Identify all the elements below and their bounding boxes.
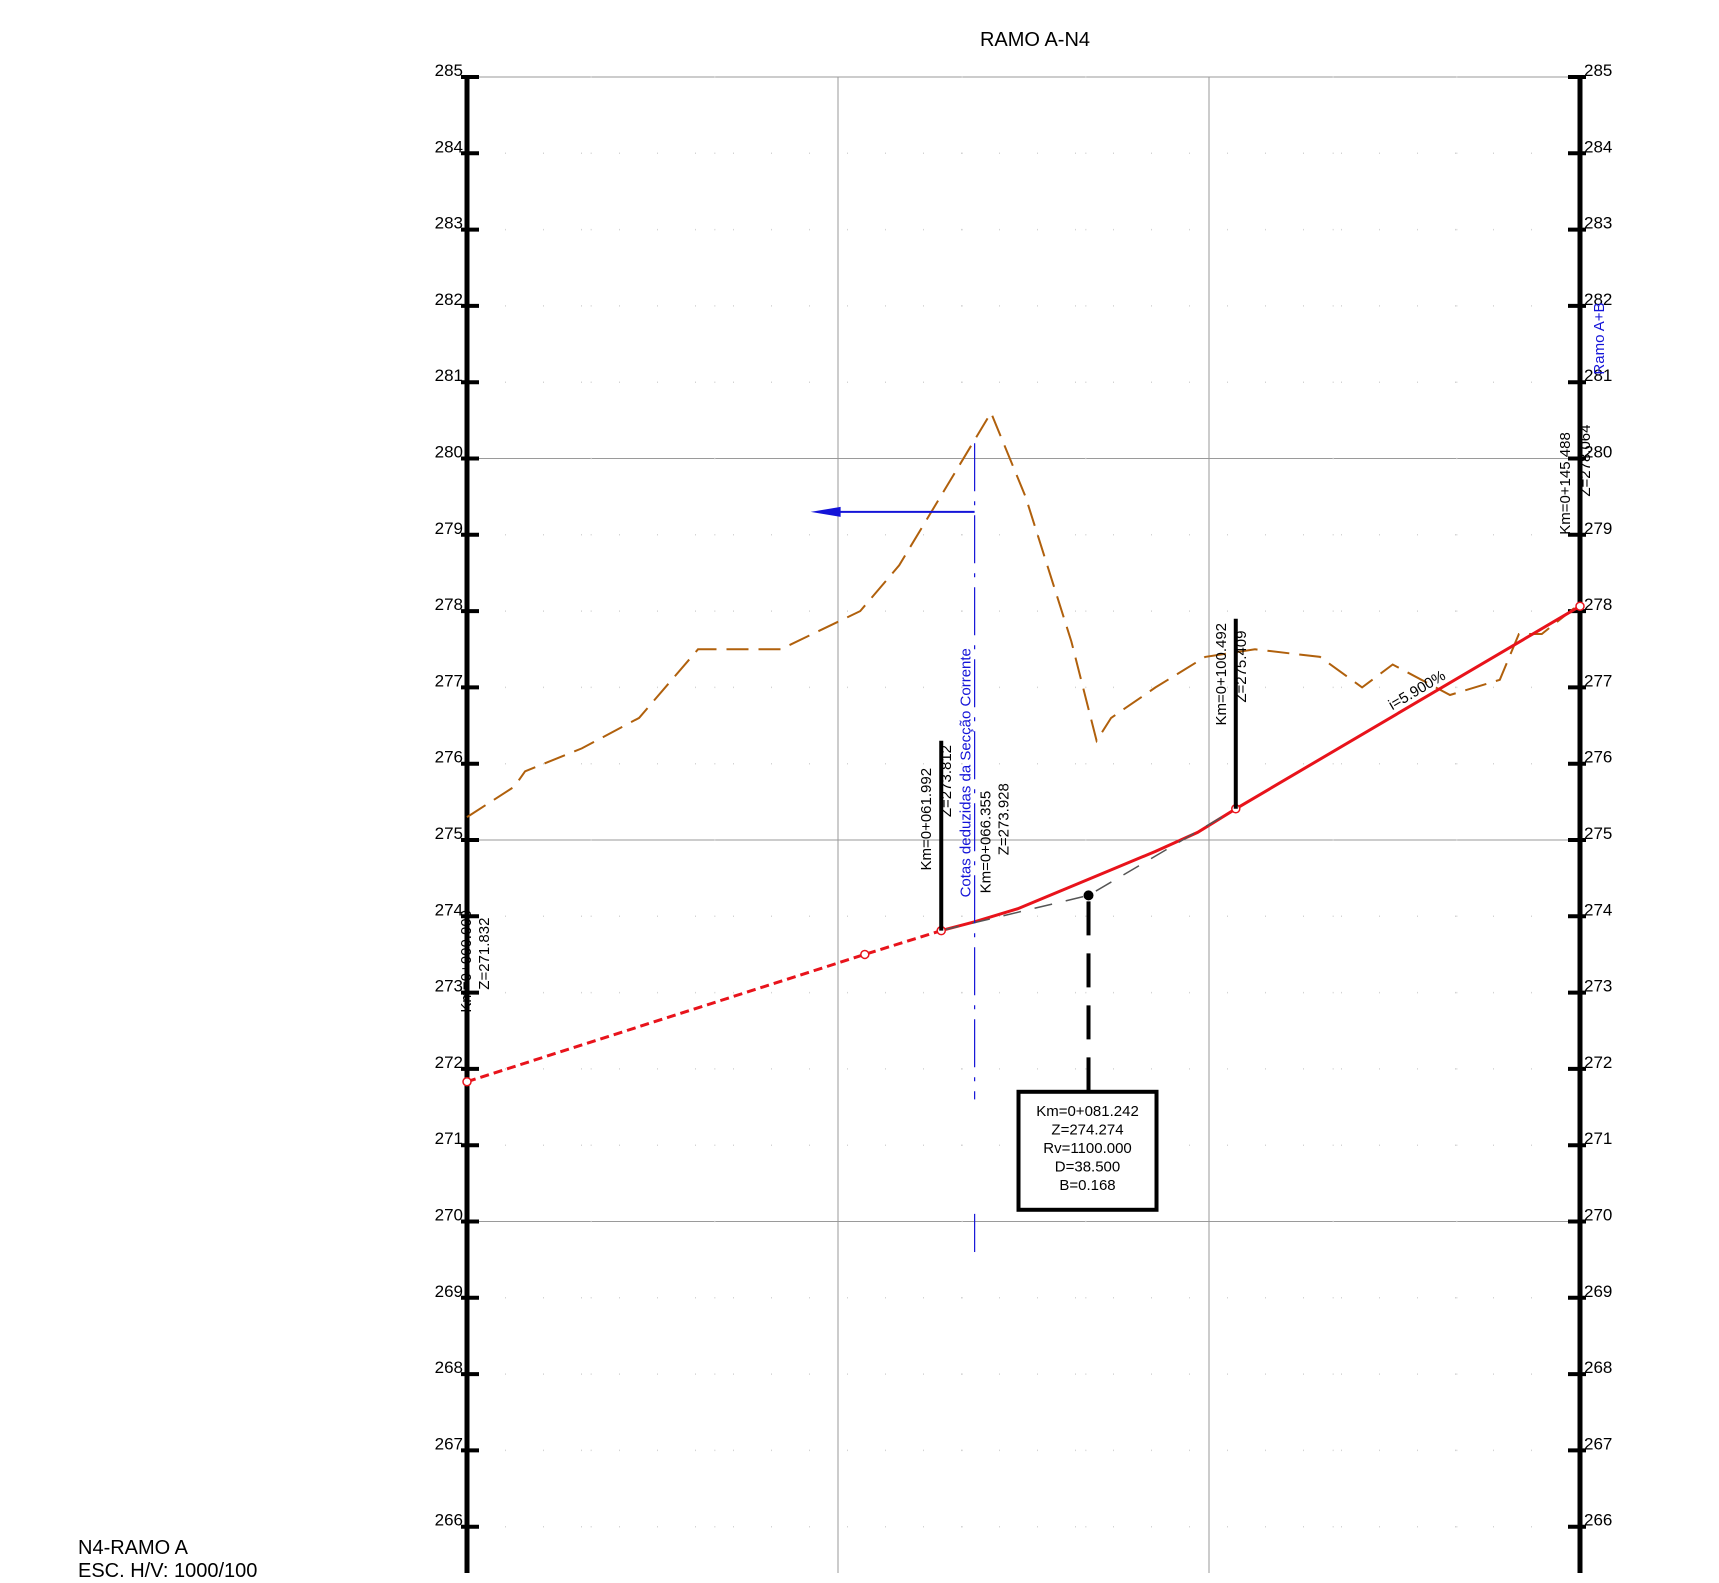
left-tick-label: 276 [435, 748, 463, 767]
left-tick-label: 270 [435, 1206, 463, 1225]
annotations: Km=0+000.000 Z=271.832 Km=0+061.992 Z=273.8… [458, 302, 1608, 1253]
vertex-z-label: Z=278.064 [1577, 424, 1594, 496]
left-tick-label: 273 [435, 977, 463, 996]
left-tick-label: 271 [435, 1129, 463, 1148]
elevation-axes: 285 285 284 284 283 283 282 282 281 281 280 280 279 2… [435, 61, 1612, 1573]
right-tick-label: 283 [1584, 214, 1612, 233]
left-tick-label: 284 [435, 137, 463, 156]
chart-title: RAMO A-N4 [980, 29, 1090, 51]
right-tick-label: 267 [1584, 1434, 1612, 1453]
vertex-km-label: Km=0+000.000 [458, 910, 475, 1013]
vertex-z-label: Z=273.812 [938, 745, 955, 817]
minor-grid-dots [505, 76, 1570, 1528]
profile-name: N4-RAMO A [78, 1537, 189, 1559]
grid-dots [505, 76, 1570, 1528]
pvi-box [1016, 1089, 1159, 1212]
left-tick-label: 274 [435, 900, 463, 919]
left-tick-label: 278 [435, 595, 463, 614]
right-tick-label: 268 [1584, 1358, 1612, 1377]
section-km-label: Km=0+066.355 [978, 791, 995, 894]
grid [467, 76, 1580, 1573]
pvi-box-line: D=38.500 [1055, 1158, 1120, 1175]
left-tick-label: 281 [435, 366, 463, 385]
right-tick-label: 269 [1584, 1282, 1612, 1301]
left-tick-label: 279 [435, 519, 463, 538]
grade-line [940, 604, 1581, 933]
section-arrow-head [810, 506, 841, 517]
right-tick-label: 276 [1584, 748, 1612, 767]
vertex-km-label: Km=0+100.492 [1213, 623, 1230, 726]
profile-scale: ESC. H/V: 1000/100 [78, 1560, 258, 1582]
pvi-box-line: Km=0+081.242 [1036, 1103, 1139, 1120]
vertex-z-label: Z=271.832 [476, 918, 493, 990]
vertex-z-label: Z=275.409 [1233, 631, 1250, 703]
left-tick-label: 275 [435, 824, 463, 843]
grade-vertex-marker [462, 1076, 472, 1087]
pvi-marker [1083, 890, 1094, 901]
right-tick-label: 285 [1584, 61, 1612, 80]
grade-dashed-line [466, 929, 942, 1084]
right-tick-label: 277 [1584, 671, 1612, 690]
left-tick-label: 267 [435, 1434, 463, 1453]
right-tick-label: 281 [1584, 366, 1612, 385]
section-caption: Cotas deduzidas da Secção Corrente [958, 648, 975, 897]
left-tick-label: 268 [435, 1358, 463, 1377]
series-lines [462, 410, 1585, 1087]
right-tick-label: 266 [1584, 1511, 1612, 1530]
left-tick-label: 282 [435, 290, 463, 309]
right-tick-label: 282 [1584, 290, 1612, 309]
right-tick-label: 278 [1584, 595, 1612, 614]
terrain-line [466, 410, 1581, 818]
right-tick-label: 275 [1584, 824, 1612, 843]
section-z-label: Z=273.928 [996, 783, 1013, 855]
right-tick-label: 271 [1584, 1129, 1612, 1148]
left-tick-label: 269 [435, 1282, 463, 1301]
left-tick-label: 280 [435, 443, 463, 462]
grade-vertex-marker [1575, 601, 1585, 611]
right-tick-label: 273 [1584, 977, 1612, 996]
pvi-box-line: Rv=1100.000 [1043, 1140, 1132, 1157]
ramp-label: Ramo A+B [1591, 302, 1608, 374]
grade-vertex-marker [860, 949, 870, 960]
right-tick-label: 280 [1584, 443, 1612, 462]
tangent-line [941, 808, 1237, 932]
left-tick-label: 266 [435, 1511, 463, 1530]
left-tick-label: 272 [435, 1053, 463, 1072]
right-tick-label: 272 [1584, 1053, 1612, 1072]
pvi-box-line: B=0.168 [1059, 1177, 1115, 1194]
right-tick-label: 270 [1584, 1206, 1612, 1225]
vertex-km-label: Km=0+145.488 [1557, 432, 1574, 535]
right-tick-label: 284 [1584, 137, 1612, 156]
left-tick-label: 283 [435, 214, 463, 233]
right-tick-label: 279 [1584, 519, 1612, 538]
vertex-km-label: Km=0+061.992 [918, 768, 935, 871]
left-tick-label: 277 [435, 671, 463, 690]
pvi-box-line: Z=274.274 [1051, 1121, 1123, 1138]
left-tick-label: 285 [435, 61, 463, 80]
right-tick-label: 274 [1584, 900, 1612, 919]
